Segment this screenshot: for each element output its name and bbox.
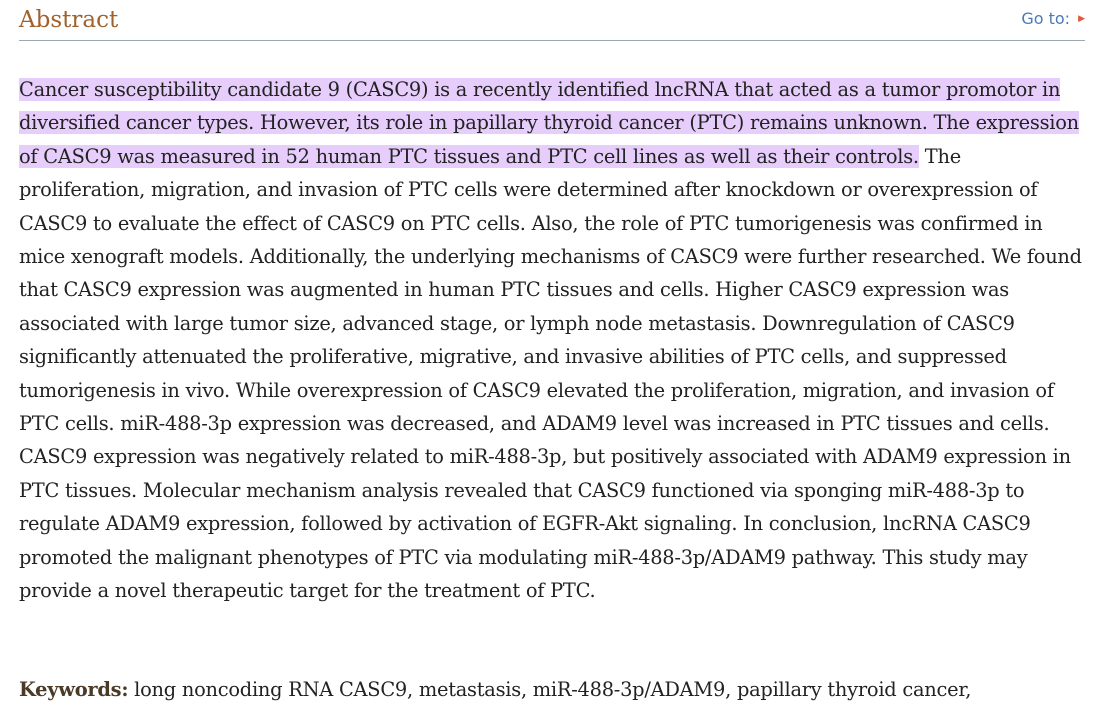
keywords-label: Keywords: bbox=[19, 678, 129, 701]
goto-label: Go to: bbox=[1021, 9, 1071, 28]
keywords-line: Keywords: long noncoding RNA CASC9, meta… bbox=[19, 673, 1085, 706]
triangle-right-icon: ▶ bbox=[1078, 14, 1085, 24]
section-header: Abstract Go to: ▶ bbox=[19, 0, 1085, 41]
abstract-paragraph: Cancer susceptibility candidate 9 (CASC9… bbox=[19, 73, 1085, 608]
goto-menu-button[interactable]: Go to: ▶ bbox=[1021, 8, 1085, 30]
highlighted-text: Cancer susceptibility candidate 9 (CASC9… bbox=[19, 78, 1079, 168]
section-title: Abstract bbox=[19, 7, 119, 33]
abstract-text: The proliferation, migration, and invasi… bbox=[19, 144, 1082, 603]
keywords-text: long noncoding RNA CASC9, metastasis, mi… bbox=[128, 678, 972, 701]
